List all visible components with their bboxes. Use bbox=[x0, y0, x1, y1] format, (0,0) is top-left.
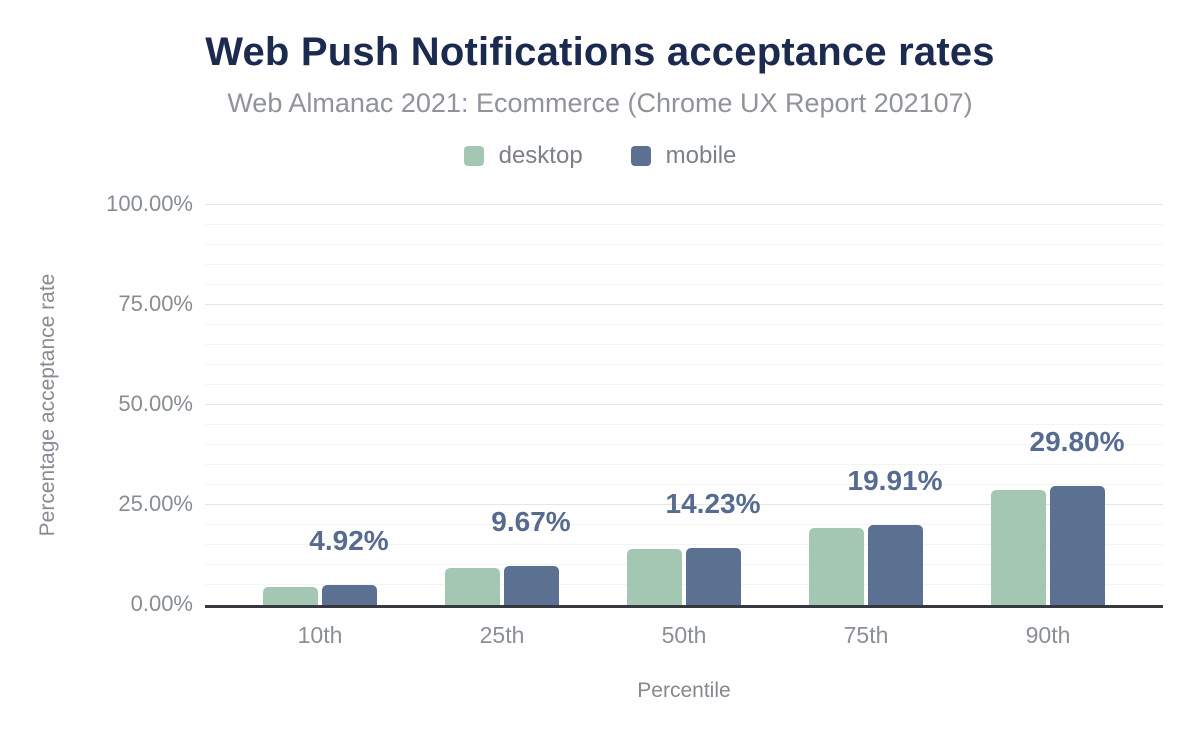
gridline bbox=[205, 484, 1163, 485]
gridline bbox=[205, 304, 1163, 305]
gridline bbox=[205, 364, 1163, 365]
data-label-10th: 4.92% bbox=[309, 525, 389, 557]
gridline bbox=[205, 204, 1163, 205]
bar-group-25th: 9.67% 25th bbox=[411, 205, 593, 648]
data-label-50th: 14.23% bbox=[665, 488, 761, 520]
bar-group-10th: 4.92% 10th bbox=[229, 205, 411, 648]
gridline bbox=[205, 224, 1163, 225]
gridline bbox=[205, 564, 1163, 565]
legend-label-desktop: desktop bbox=[498, 142, 583, 169]
y-tick-50: 50.00% bbox=[118, 391, 193, 416]
x-tick-90th: 90th bbox=[1025, 622, 1071, 648]
y-tick-100: 100.00% bbox=[106, 191, 193, 216]
gridline bbox=[205, 544, 1163, 545]
data-label-90th: 29.80% bbox=[1029, 425, 1125, 457]
x-tick-10th: 10th bbox=[297, 622, 343, 648]
legend: desktop mobile bbox=[0, 142, 1200, 170]
gridline bbox=[205, 584, 1163, 585]
legend-entry-desktop: desktop bbox=[463, 142, 583, 170]
gridline bbox=[205, 324, 1163, 325]
gridline bbox=[205, 504, 1163, 505]
gridline bbox=[205, 244, 1163, 245]
desktop-swatch-icon bbox=[463, 146, 484, 166]
gridline bbox=[205, 464, 1163, 465]
chart-title: Web Push Notifications acceptance rates bbox=[205, 30, 995, 74]
gridline bbox=[205, 384, 1163, 385]
y-tick-0: 0.00% bbox=[130, 591, 193, 616]
gridline bbox=[205, 524, 1163, 525]
desktop-bar-90th bbox=[991, 490, 1046, 605]
y-tick-25: 25.00% bbox=[118, 491, 193, 516]
x-axis-baseline bbox=[205, 605, 1163, 608]
bar-group-90th: 29.80% 90th bbox=[957, 205, 1139, 648]
legend-label-mobile: mobile bbox=[665, 142, 737, 169]
y-tick-75: 75.00% bbox=[118, 291, 193, 316]
data-label-25th: 9.67% bbox=[491, 506, 571, 538]
bar-group-50th: 14.23% 50th bbox=[593, 205, 775, 648]
gridline bbox=[205, 284, 1163, 285]
x-tick-50th: 50th bbox=[661, 622, 707, 648]
mobile-bar-90th bbox=[1050, 485, 1105, 605]
desktop-bar-25th bbox=[445, 567, 500, 605]
mobile-bar-25th bbox=[504, 566, 559, 605]
chart-subtitle: Web Almanac 2021: Ecommerce (Chrome UX R… bbox=[227, 88, 973, 118]
gridline bbox=[205, 404, 1163, 405]
bar-group-75th: 19.91% 75th bbox=[775, 205, 957, 648]
mobile-bar-10th bbox=[322, 585, 377, 605]
data-label-75th: 19.91% bbox=[847, 465, 943, 497]
desktop-bar-10th bbox=[263, 587, 318, 605]
gridline bbox=[205, 424, 1163, 425]
bars-row: 4.92% 10th 9.67% 25th 14.23% 50th 19.91% 75th 29… bbox=[205, 205, 1163, 648]
desktop-bar-75th bbox=[809, 527, 864, 605]
legend-entry-mobile: mobile bbox=[630, 142, 737, 170]
gridline bbox=[205, 344, 1163, 345]
mobile-bar-75th bbox=[868, 525, 923, 605]
desktop-bar-50th bbox=[627, 549, 682, 605]
x-tick-25th: 25th bbox=[479, 622, 525, 648]
mobile-swatch-icon bbox=[630, 146, 651, 166]
plot-area: 4.92% 10th 9.67% 25th 14.23% 50th 19.91% 75th 29… bbox=[205, 204, 1163, 648]
gridline bbox=[205, 264, 1163, 265]
mobile-bar-50th bbox=[686, 548, 741, 605]
gridline bbox=[205, 444, 1163, 445]
x-axis-title: Percentile bbox=[637, 679, 731, 702]
x-tick-75th: 75th bbox=[843, 622, 889, 648]
